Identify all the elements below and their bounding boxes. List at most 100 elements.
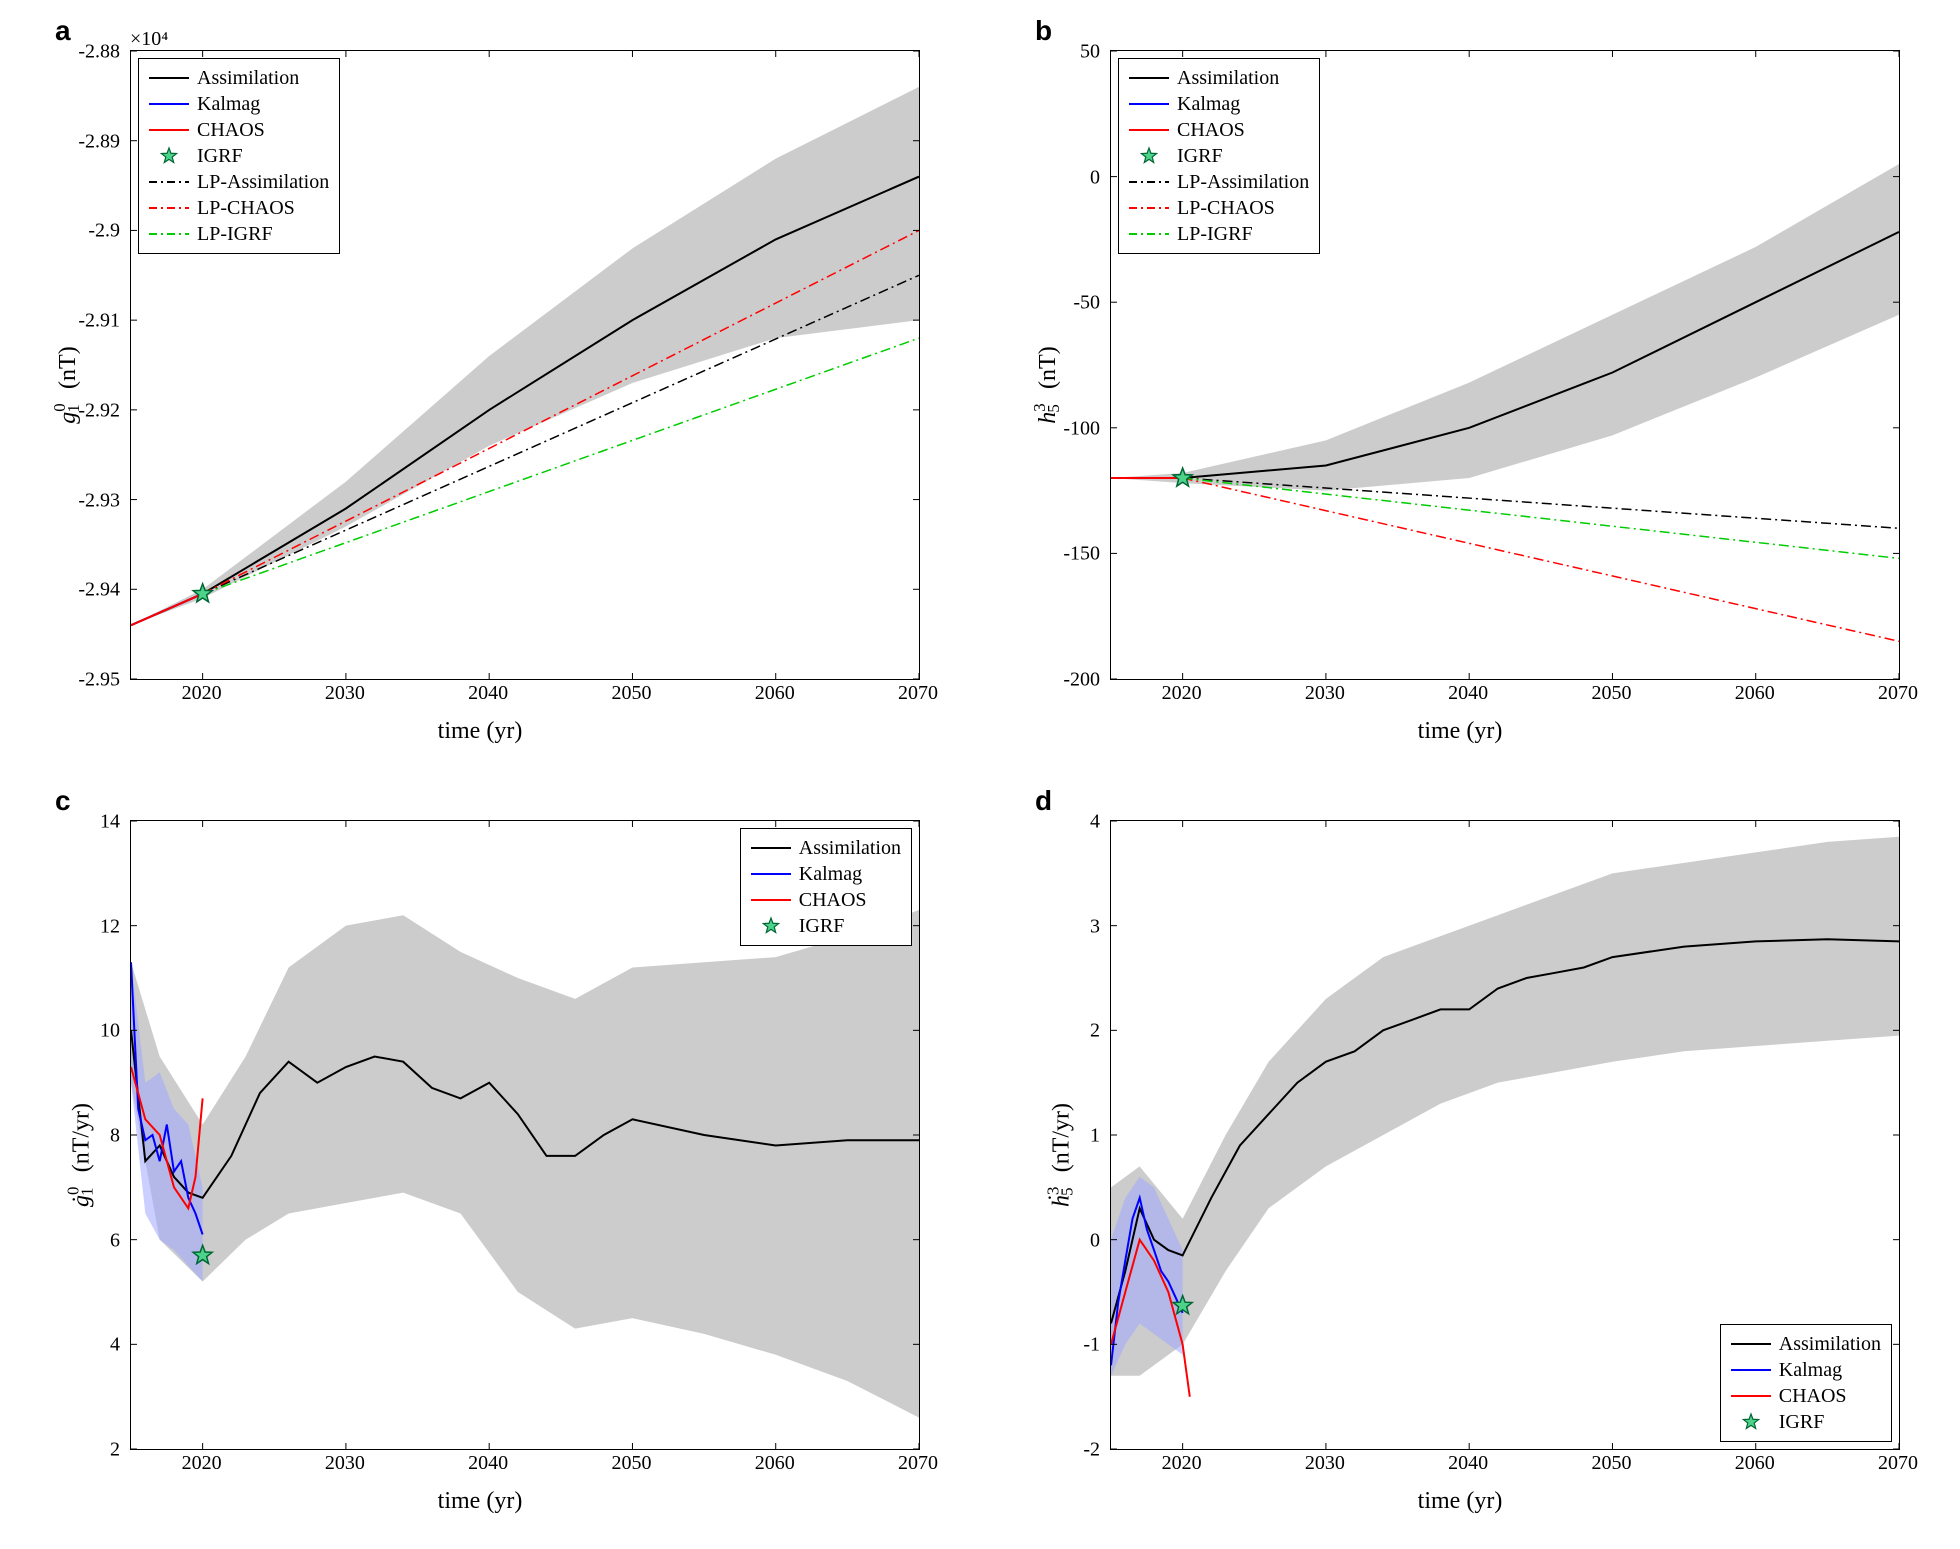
legend-label: Kalmag [1779, 1359, 1842, 1382]
xtick-label: 2030 [325, 682, 365, 705]
ytick-label: 4 [1045, 811, 1100, 834]
xtick-label: 2060 [755, 682, 795, 705]
ytick-label: 10 [65, 1020, 120, 1043]
ytick-label: 4 [65, 1334, 120, 1357]
legend-label: IGRF [197, 145, 243, 168]
legend-item: LP-CHAOS [149, 195, 329, 221]
legend-item: CHAOS [1129, 117, 1309, 143]
series-lp_chaos [203, 230, 919, 593]
legend-label: LP-Assimilation [1177, 171, 1309, 194]
legend-item: Assimilation [1731, 1331, 1881, 1357]
ylabel: ḣ35 (nT/yr) [1049, 1103, 1076, 1207]
legend-item: IGRF [1731, 1409, 1881, 1435]
xlabel: time (yr) [1418, 1488, 1503, 1515]
legend-line-icon [149, 207, 189, 209]
legend-label: LP-IGRF [1177, 223, 1253, 246]
legend-star-icon [149, 146, 189, 166]
xtick-label: 2040 [1448, 1452, 1488, 1475]
ytick-label: -2.89 [65, 130, 120, 153]
ytick-label: -2.92 [65, 399, 120, 422]
panel-a: a×10⁴g01 (nT)time (yr)202020302040205020… [20, 20, 940, 750]
uncertainty-band [131, 910, 919, 1418]
ytick-label: -150 [1045, 543, 1100, 566]
legend-line-icon [1129, 103, 1169, 105]
legend-label: Kalmag [799, 863, 862, 886]
legend-line-icon [149, 129, 189, 131]
xtick-label: 2070 [1878, 1452, 1918, 1475]
legend-item: Assimilation [751, 835, 901, 861]
legend-line-icon [751, 847, 791, 849]
legend: AssimilationKalmagCHAOSIGRF LP-Assimilati… [1118, 58, 1320, 254]
ytick-label: -2.95 [65, 669, 120, 692]
xtick-label: 2030 [325, 1452, 365, 1475]
legend-item: IGRF [751, 913, 901, 939]
legend-item: Kalmag [1129, 91, 1309, 117]
legend-item: Kalmag [751, 861, 901, 887]
xlabel: time (yr) [438, 1488, 523, 1515]
legend-label: CHAOS [197, 119, 265, 142]
legend: AssimilationKalmagCHAOSIGRFLP-Assimilati… [138, 58, 340, 254]
ytick-label: -2.93 [65, 489, 120, 512]
xtick-label: 2020 [182, 682, 222, 705]
xtick-label: 2020 [1162, 1452, 1202, 1475]
legend-line-icon [1731, 1369, 1771, 1371]
exponent-label: ×10⁴ [130, 28, 168, 51]
legend-line-icon [1129, 181, 1169, 183]
legend-line-icon [751, 873, 791, 875]
xlabel: time (yr) [1418, 718, 1503, 745]
xtick-label: 2070 [898, 682, 938, 705]
legend-item: CHAOS [751, 887, 901, 913]
ytick-label: 50 [1045, 41, 1100, 64]
legend-line-icon [149, 103, 189, 105]
legend-line-icon [1129, 207, 1169, 209]
xtick-label: 2050 [611, 682, 651, 705]
legend-item: Kalmag [1731, 1357, 1881, 1383]
legend-label: LP-IGRF [197, 223, 273, 246]
legend-label: LP-CHAOS [197, 197, 295, 220]
panel-b: bh35 (nT)time (yr)2020203020402050206020… [1000, 20, 1920, 750]
ytick-label: -1 [1045, 1334, 1100, 1357]
legend-item: CHAOS [149, 117, 329, 143]
ytick-label: 14 [65, 811, 120, 834]
ytick-label: -2.88 [65, 41, 120, 64]
series-lp_chaos [1183, 478, 1899, 641]
xtick-label: 2020 [182, 1452, 222, 1475]
panel-d: dḣ35 (nT/yr)time (yr)2020203020402050206… [1000, 790, 1920, 1520]
legend-line-icon [149, 233, 189, 235]
ytick-label: 3 [1045, 915, 1100, 938]
series-lp_assim [1183, 478, 1899, 528]
legend-label: IGRF [799, 915, 845, 938]
legend-label: Assimilation [799, 837, 901, 860]
ylabel: ġ01 (nT/yr) [69, 1103, 96, 1207]
xtick-label: 2050 [1591, 1452, 1631, 1475]
ytick-label: -2.91 [65, 310, 120, 333]
ytick-label: 1 [1045, 1125, 1100, 1148]
ytick-label: -200 [1045, 669, 1100, 692]
legend-label: LP-CHAOS [1177, 197, 1275, 220]
legend-item: IGRF [1129, 143, 1309, 169]
legend-line-icon [1731, 1343, 1771, 1345]
marker-star-igrf [1173, 468, 1192, 486]
ytick-label: 0 [1045, 1229, 1100, 1252]
legend-line-icon [1731, 1395, 1771, 1397]
legend-item: Kalmag [149, 91, 329, 117]
legend-star-icon [751, 916, 791, 936]
ytick-label: 12 [65, 915, 120, 938]
legend-label: Assimilation [1177, 67, 1279, 90]
xtick-label: 2070 [1878, 682, 1918, 705]
panel-label-c: c [55, 785, 71, 817]
legend-label: IGRF [1177, 145, 1223, 168]
legend-item: LP-IGRF [1129, 221, 1309, 247]
panel-label-d: d [1035, 785, 1052, 817]
xtick-label: 2060 [755, 1452, 795, 1475]
legend-item: LP-Assimilation [1129, 169, 1309, 195]
figure-grid: a×10⁴g01 (nT)time (yr)202020302040205020… [20, 20, 1920, 1520]
panel-c: cġ01 (nT/yr)time (yr)2020203020402050206… [20, 790, 940, 1520]
xtick-label: 2040 [468, 1452, 508, 1475]
ytick-label: -100 [1045, 417, 1100, 440]
legend-item: Assimilation [1129, 65, 1309, 91]
ytick-label: -2.94 [65, 579, 120, 602]
series-chaos [131, 594, 203, 625]
ytick-label: 2 [1045, 1020, 1100, 1043]
ytick-label: 8 [65, 1125, 120, 1148]
